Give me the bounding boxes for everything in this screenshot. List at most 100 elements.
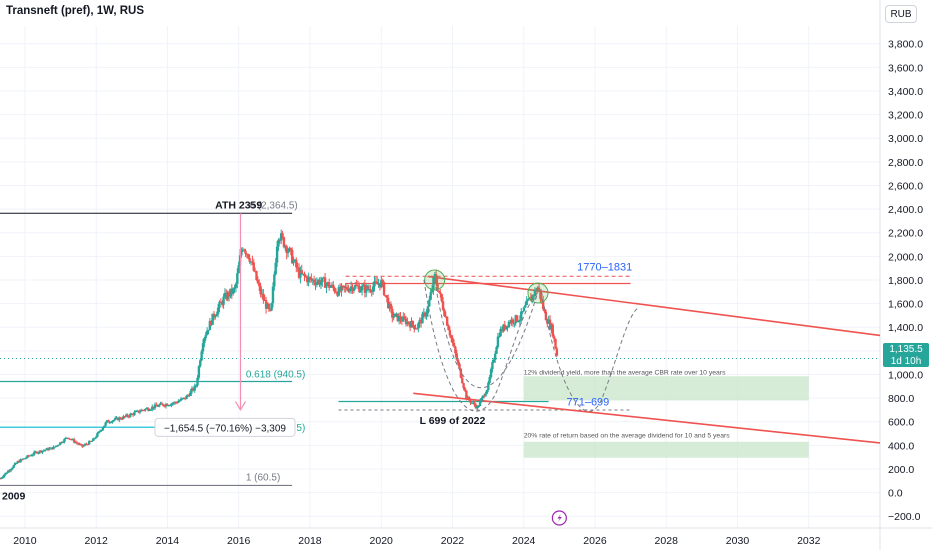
candle-body bbox=[338, 287, 342, 292]
candle-body bbox=[186, 395, 190, 397]
candle-body bbox=[152, 406, 155, 409]
candle-body bbox=[551, 324, 554, 337]
candle-body bbox=[466, 397, 469, 399]
candle-body bbox=[279, 233, 283, 241]
candle-body bbox=[0, 477, 3, 479]
candle-body bbox=[124, 414, 128, 417]
candle-body bbox=[148, 410, 151, 412]
candle-body bbox=[183, 397, 187, 400]
symbol-title[interactable]: Transneft (pref), 1W, RUS bbox=[6, 5, 145, 17]
candle-body bbox=[87, 441, 91, 445]
candle-body bbox=[267, 303, 271, 309]
candle-body bbox=[484, 393, 487, 397]
candle-body bbox=[543, 308, 546, 312]
candle-body bbox=[12, 465, 15, 468]
candle-body bbox=[233, 287, 236, 289]
candle-body bbox=[377, 284, 380, 286]
candle-body bbox=[411, 320, 415, 326]
candle-body bbox=[60, 442, 63, 444]
price-tick-label: 2,400.0 bbox=[888, 204, 923, 216]
candle-body bbox=[175, 402, 179, 404]
candle-body bbox=[311, 279, 314, 281]
candle-body bbox=[126, 414, 129, 417]
candle-body bbox=[15, 462, 18, 464]
candle-body bbox=[480, 398, 483, 402]
price-tick-label: 3,200.0 bbox=[888, 110, 923, 122]
candle-body bbox=[275, 246, 279, 263]
candle-body bbox=[93, 438, 96, 440]
candle-body bbox=[461, 377, 464, 384]
price-tick-label: 3,600.0 bbox=[888, 62, 923, 74]
candle-body bbox=[297, 267, 301, 278]
target-zone-lower bbox=[523, 441, 809, 458]
candle-body bbox=[521, 311, 524, 313]
candle-body bbox=[129, 413, 132, 417]
ath-label: ATH 2359 bbox=[215, 199, 262, 211]
candle-body bbox=[414, 328, 417, 330]
candle-body bbox=[211, 313, 214, 325]
candle-body bbox=[174, 402, 177, 404]
candle-body bbox=[98, 430, 102, 432]
price-tick-label: 1,800.0 bbox=[888, 275, 923, 287]
candle-body bbox=[1, 477, 4, 479]
candle-body bbox=[422, 312, 426, 314]
price-tick-label: 1,000.0 bbox=[888, 369, 923, 381]
candle-body bbox=[524, 305, 527, 308]
candle-body bbox=[554, 338, 557, 349]
candle-body bbox=[89, 441, 92, 443]
candle-body bbox=[56, 445, 59, 447]
candle-body bbox=[144, 408, 147, 411]
time-tick-label: 2026 bbox=[583, 535, 607, 547]
projection-curve-1 bbox=[423, 279, 542, 412]
candle-body bbox=[418, 319, 421, 324]
candle-body bbox=[536, 287, 539, 292]
price-tick-label: 3,800.0 bbox=[888, 39, 923, 51]
candle-body bbox=[503, 324, 506, 330]
candle-body bbox=[97, 431, 100, 434]
projection-curve-3 bbox=[541, 291, 639, 412]
candle-body bbox=[170, 403, 173, 406]
candle-body bbox=[68, 438, 72, 440]
candle-body bbox=[212, 313, 216, 318]
candle-body bbox=[2, 474, 6, 478]
price-tick-label: 2,200.0 bbox=[888, 228, 923, 240]
candle-body bbox=[436, 283, 439, 291]
candle-body bbox=[4, 472, 7, 475]
candle-body bbox=[310, 278, 313, 281]
zone-label-upper: 1770–1831 bbox=[577, 261, 632, 273]
currency-button[interactable]: RUB bbox=[885, 5, 917, 23]
candle-body bbox=[20, 459, 24, 461]
candle-body bbox=[284, 246, 287, 248]
candle-body bbox=[321, 277, 324, 283]
candle-body bbox=[199, 360, 202, 367]
time-tick-label: 2030 bbox=[726, 535, 750, 547]
candle-body bbox=[314, 282, 317, 285]
candle-body bbox=[489, 369, 493, 378]
candle-body bbox=[509, 321, 512, 324]
candle-body bbox=[185, 395, 188, 400]
candle-body bbox=[429, 292, 432, 300]
candle-body bbox=[307, 277, 310, 283]
time-tick-label: 2032 bbox=[797, 535, 821, 547]
price-tick-label: 200.0 bbox=[888, 464, 914, 476]
candle-body bbox=[504, 325, 508, 330]
candle-body bbox=[271, 286, 275, 304]
candle-body bbox=[71, 439, 74, 441]
candle-body bbox=[263, 299, 266, 301]
candle-body bbox=[507, 321, 511, 328]
time-tick-label: 2022 bbox=[441, 535, 465, 547]
price-tick-label: 2,800.0 bbox=[888, 157, 923, 169]
candle-body bbox=[456, 359, 460, 364]
candle-body bbox=[300, 270, 303, 274]
candle-body bbox=[319, 282, 323, 285]
candle-body bbox=[104, 422, 107, 426]
candle-body bbox=[518, 319, 522, 322]
candle-body bbox=[48, 448, 51, 451]
candle-body bbox=[548, 319, 552, 330]
candle-body bbox=[336, 292, 339, 296]
candle-body bbox=[537, 287, 541, 290]
candle-body bbox=[137, 410, 140, 413]
candle-body bbox=[400, 320, 404, 322]
candle-body bbox=[470, 402, 474, 404]
